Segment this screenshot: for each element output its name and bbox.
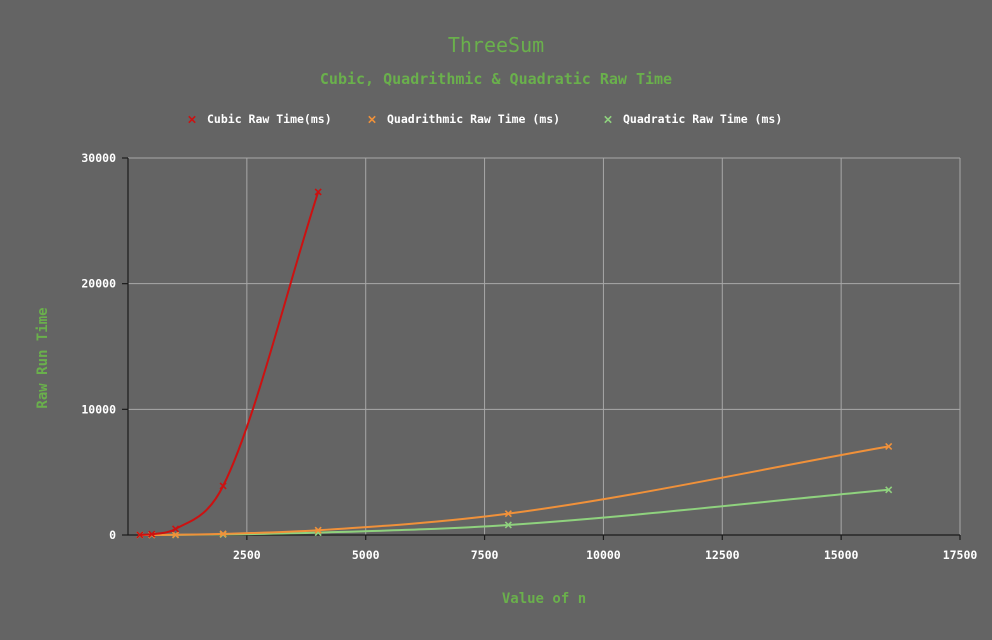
data-point (219, 482, 227, 490)
series-line (139, 191, 320, 536)
legend-item-2: Quadratic Raw Time (ms) (604, 112, 782, 126)
data-point (219, 530, 227, 538)
chart-title: ThreeSum (448, 33, 544, 57)
x-tick-label: 17500 (943, 548, 978, 562)
x-axis-title: Value of n (502, 591, 586, 607)
legend-marker (368, 115, 376, 124)
data-point (314, 526, 322, 534)
legend-marker (604, 115, 612, 124)
data-point (171, 531, 180, 539)
x-tick-label: 5000 (352, 548, 380, 562)
chart-subtitle: Cubic, Quadrithmic & Quadratic Raw Time (320, 70, 672, 88)
legend-item-0: Cubic Raw Time(ms) (188, 112, 332, 126)
tick-labels: 0 10000 20000 30000 2500 5000 7500 10000 12500 15… (81, 151, 977, 562)
legend-label: Quadratic Raw Time (ms) (623, 112, 782, 126)
legend-marker (188, 115, 196, 124)
series-0 (136, 188, 322, 539)
legend: Cubic Raw Time(ms) Quadrithmic Raw Time (… (188, 112, 782, 126)
data-point (136, 531, 144, 539)
data-point (148, 530, 156, 538)
x-tick-label: 2500 (233, 548, 261, 562)
legend-label: Cubic Raw Time(ms) (207, 112, 332, 126)
data-point (314, 188, 322, 196)
y-tick-label: 10000 (81, 402, 116, 416)
x-tick-label: 10000 (586, 548, 621, 562)
y-axis-title: Raw Run Time (35, 307, 51, 408)
x-tick-label: 7500 (471, 548, 499, 562)
data-point (504, 510, 512, 518)
data-point (504, 521, 512, 529)
y-tick-label: 0 (109, 528, 116, 542)
data-point (885, 486, 893, 494)
y-tick-label: 30000 (81, 151, 116, 165)
grid (128, 157, 961, 535)
data-point (171, 525, 180, 533)
series-line (139, 445, 889, 536)
plot-area (136, 188, 893, 539)
x-tick-label: 15000 (824, 548, 859, 562)
x-tick-label: 12500 (705, 548, 740, 562)
data-point (885, 442, 893, 450)
legend-item-1: Quadrithmic Raw Time (ms) (368, 112, 560, 126)
axes (122, 157, 961, 540)
legend-label: Quadrithmic Raw Time (ms) (387, 112, 560, 126)
y-tick-label: 20000 (81, 277, 116, 291)
